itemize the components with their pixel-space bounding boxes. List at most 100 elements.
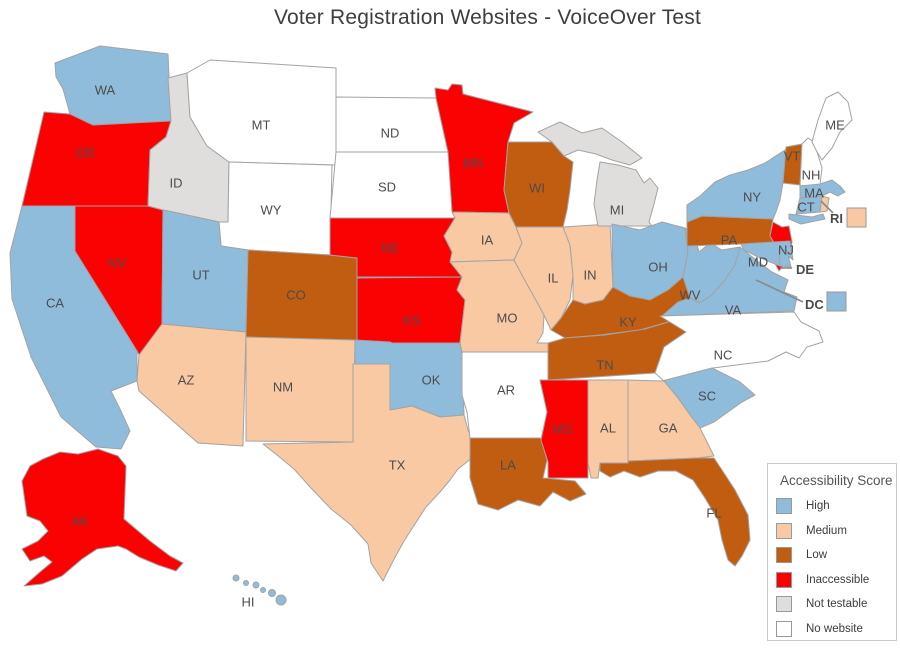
state-label-AR: AR	[497, 383, 515, 398]
state-label-ME: ME	[825, 118, 845, 133]
legend-label: Medium	[806, 524, 847, 537]
state-NC	[654, 311, 824, 382]
state-HI-island-0	[232, 574, 240, 582]
legend-items: High Medium Low Inaccessible Not testable No …	[768, 498, 896, 637]
state-label-MA: MA	[804, 186, 824, 201]
state-label-AK: AK	[71, 514, 89, 529]
state-label-IA: IA	[481, 233, 494, 248]
state-label-WV: WV	[680, 288, 701, 303]
state-label-OR: OR	[75, 146, 95, 161]
legend-label: Low	[806, 549, 828, 561]
callout-label-RI: RI	[830, 211, 843, 226]
states-layer	[9, 45, 853, 606]
state-HI-island-1	[243, 580, 249, 586]
state-label-TN: TN	[596, 358, 613, 373]
legend-swatch	[776, 498, 792, 514]
state-label-AL: AL	[600, 421, 616, 436]
state-ME	[811, 91, 853, 161]
state-label-SD: SD	[378, 180, 396, 195]
state-label-GA: GA	[659, 421, 678, 436]
legend-swatch	[776, 522, 792, 539]
state-label-NJ: NJ	[778, 243, 794, 258]
state-HI-island-2	[252, 581, 260, 589]
legend-label: High	[806, 500, 830, 512]
callout-label-DC: DC	[805, 297, 824, 312]
state-label-MN: MN	[463, 156, 483, 171]
legend-item-no-website: No website	[776, 620, 896, 637]
state-label-WA: WA	[95, 83, 116, 98]
state-label-LA: LA	[500, 458, 516, 473]
state-label-MS: MS	[552, 422, 572, 437]
state-label-MT: MT	[252, 118, 271, 133]
state-label-CT: CT	[797, 200, 814, 215]
state-HI-island-5	[275, 594, 287, 606]
state-label-NV: NV	[108, 256, 126, 271]
state-MS	[539, 379, 589, 479]
legend-item-medium: Medium	[776, 522, 896, 539]
state-label-AZ: AZ	[178, 373, 195, 388]
state-label-KS: KS	[403, 313, 421, 328]
state-label-NE: NE	[381, 241, 399, 256]
legend-item-not-testable: Not testable	[776, 596, 896, 612]
state-ND	[335, 96, 449, 153]
legend-label: No website	[806, 622, 863, 635]
state-label-ID: ID	[170, 176, 183, 191]
state-label-WI: WI	[529, 181, 545, 196]
state-label-NY: NY	[743, 190, 761, 205]
state-label-UT: UT	[192, 268, 209, 283]
legend-label: Inaccessible	[806, 573, 870, 586]
state-label-CO: CO	[286, 288, 306, 303]
state-label-PA: PA	[721, 233, 738, 248]
state-TX	[262, 363, 479, 582]
state-KS	[356, 276, 466, 344]
callout-line-DC	[755, 279, 804, 303]
legend-item-low: Low	[776, 547, 896, 563]
legend-swatch	[776, 571, 792, 588]
state-label-TX: TX	[389, 458, 406, 473]
callouts-layer: DE DC RI	[755, 200, 867, 312]
state-label-WY: WY	[261, 203, 282, 218]
state-label-ND: ND	[381, 126, 400, 141]
state-DE	[778, 248, 792, 268]
legend: Accessibility Score High Medium Low Inacces…	[767, 463, 897, 641]
state-label-IL: IL	[548, 271, 559, 286]
state-label-HI: HI	[242, 595, 255, 610]
callout-swatch-DC	[826, 291, 847, 312]
state-label-MI: MI	[610, 203, 624, 218]
state-label-OK: OK	[422, 373, 441, 388]
state-label-CA: CA	[46, 296, 64, 311]
state-NY	[686, 147, 826, 225]
callout-label-DE: DE	[796, 262, 814, 277]
state-HI-island-3	[260, 587, 266, 593]
callout-swatch-RI	[846, 207, 867, 228]
legend-swatch	[776, 547, 792, 563]
state-label-NC: NC	[714, 348, 733, 363]
legend-swatch	[776, 620, 792, 637]
state-FL	[599, 457, 751, 567]
labels-layer: WA OR CA NV ID MT WY UT CO AZ NM ND SD NE KS OK TX MN IA MO…	[46, 83, 845, 610]
state-label-MO: MO	[497, 311, 518, 326]
callout-line-RI	[820, 200, 834, 214]
state-label-NH: NH	[802, 168, 821, 183]
state-MI	[537, 121, 659, 227]
state-LA	[469, 437, 587, 511]
legend-item-high: High	[776, 498, 896, 514]
state-AK	[21, 448, 184, 587]
legend-title: Accessibility Score	[780, 473, 893, 488]
state-label-SC: SC	[698, 389, 716, 404]
state-label-NM: NM	[273, 380, 293, 395]
state-label-IN: IN	[584, 268, 597, 283]
state-NM	[245, 336, 356, 443]
state-label-FL: FL	[706, 506, 721, 521]
state-label-OH: OH	[648, 260, 668, 275]
map-title: Voter Registration Websites - VoiceOver …	[273, 6, 702, 29]
state-HI-island-4	[268, 589, 276, 597]
state-label-VT: VT	[784, 149, 801, 164]
legend-swatch	[776, 596, 792, 612]
state-label-KY: KY	[619, 315, 637, 330]
legend-item-inaccessible: Inaccessible	[776, 571, 896, 588]
state-label-MD: MD	[748, 255, 768, 270]
state-label-VA: VA	[725, 303, 742, 318]
